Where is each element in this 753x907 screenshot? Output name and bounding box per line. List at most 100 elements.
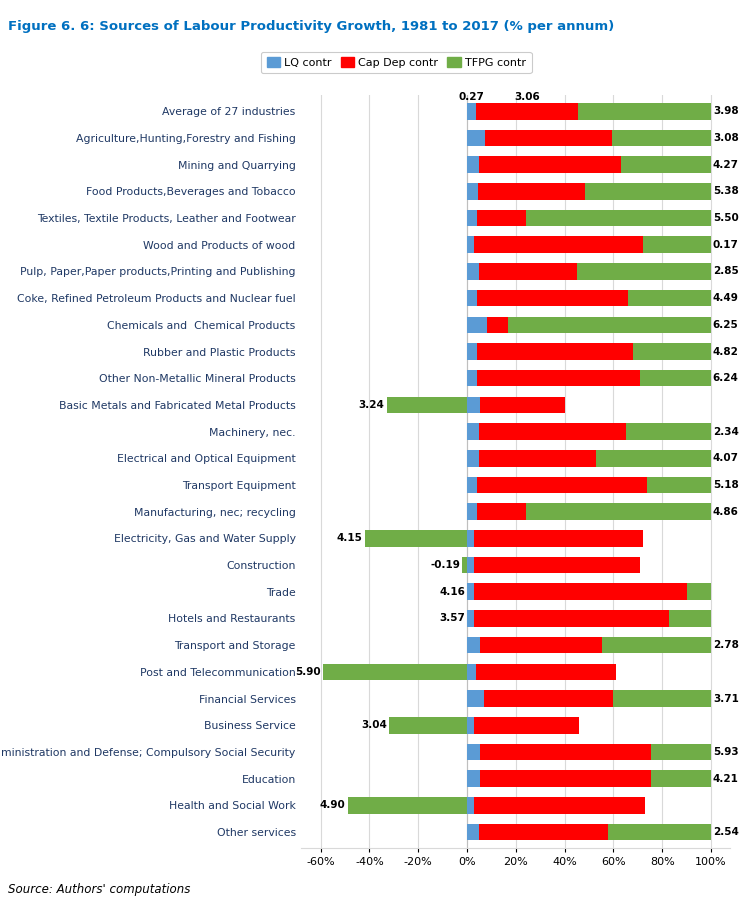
Text: 0.17: 0.17 (713, 239, 739, 249)
Text: 3.06: 3.06 (514, 93, 540, 102)
Bar (467, 477, 477, 493)
Bar (577, 263, 711, 279)
Bar (479, 263, 577, 279)
Bar (480, 770, 651, 787)
Bar (640, 370, 711, 386)
Bar (651, 744, 711, 760)
Bar (479, 450, 596, 466)
Text: 4.15: 4.15 (337, 533, 363, 543)
Text: 4.86: 4.86 (713, 507, 739, 517)
Text: 3.08: 3.08 (713, 133, 739, 143)
Text: 2.54: 2.54 (713, 827, 739, 837)
Bar (614, 690, 711, 707)
Bar (479, 424, 626, 440)
Bar (651, 770, 711, 787)
Bar (474, 797, 645, 814)
Bar (602, 637, 711, 653)
Bar (526, 503, 711, 520)
Bar (467, 424, 479, 440)
Text: 6.25: 6.25 (713, 320, 739, 330)
Text: 3.71: 3.71 (713, 694, 739, 704)
Bar (467, 503, 477, 520)
Text: 3.98: 3.98 (713, 106, 739, 116)
Bar (477, 290, 628, 307)
Text: 2.78: 2.78 (713, 640, 739, 650)
Bar (633, 343, 711, 360)
Bar (596, 450, 711, 466)
Text: 3.04: 3.04 (361, 720, 387, 730)
Bar (480, 744, 651, 760)
Bar (477, 477, 648, 493)
Text: 5.90: 5.90 (296, 667, 322, 677)
Bar (474, 717, 579, 734)
Bar (480, 637, 602, 653)
Bar (467, 156, 479, 173)
Bar (467, 664, 476, 680)
Bar (474, 557, 640, 573)
Bar (474, 530, 642, 547)
Bar (467, 744, 480, 760)
Bar (620, 156, 711, 173)
Text: -0.19: -0.19 (430, 561, 460, 571)
Bar (626, 424, 711, 440)
Bar (628, 290, 711, 307)
Text: 6.24: 6.24 (713, 373, 739, 383)
Bar (474, 583, 687, 600)
Bar (478, 183, 585, 200)
Bar (467, 690, 484, 707)
Bar (467, 290, 477, 307)
Bar (585, 183, 711, 200)
Text: 5.93: 5.93 (713, 747, 739, 757)
Text: 5.50: 5.50 (713, 213, 739, 223)
Bar (608, 824, 711, 840)
Bar (467, 557, 474, 573)
Legend: LQ contr, Cap Dep contr, TFPG contr: LQ contr, Cap Dep contr, TFPG contr (261, 52, 532, 73)
Bar (474, 237, 642, 253)
Bar (389, 717, 467, 734)
Bar (508, 317, 711, 333)
Text: 4.16: 4.16 (439, 587, 465, 597)
Bar (484, 690, 614, 707)
Bar (526, 210, 711, 227)
Bar (467, 130, 486, 146)
Bar (476, 664, 616, 680)
Bar (467, 824, 479, 840)
Text: Source: Authors' computations: Source: Authors' computations (8, 883, 190, 896)
Bar (467, 637, 480, 653)
Bar (467, 370, 477, 386)
Text: 0.27: 0.27 (459, 93, 484, 102)
Bar (462, 557, 467, 573)
Bar (467, 530, 474, 547)
Text: Figure 6. 6: Sources of Labour Productivity Growth, 1981 to 2017 (% per annum): Figure 6. 6: Sources of Labour Productiv… (8, 20, 614, 33)
Text: 4.27: 4.27 (713, 160, 739, 170)
Bar (467, 343, 477, 360)
Bar (486, 130, 612, 146)
Bar (467, 396, 480, 414)
Bar (480, 396, 565, 414)
Bar (364, 530, 467, 547)
Bar (474, 610, 669, 627)
Bar (642, 237, 711, 253)
Text: 5.38: 5.38 (713, 186, 739, 196)
Text: 3.24: 3.24 (358, 400, 385, 410)
Bar (467, 450, 479, 466)
Bar (467, 183, 478, 200)
Bar (467, 317, 486, 333)
Bar (467, 610, 474, 627)
Bar (386, 396, 467, 414)
Text: 3.57: 3.57 (439, 613, 465, 623)
Bar (467, 797, 474, 814)
Bar (467, 210, 477, 227)
Bar (477, 370, 640, 386)
Bar (467, 237, 474, 253)
Bar (477, 343, 633, 360)
Text: 2.34: 2.34 (713, 426, 739, 436)
Bar (467, 583, 474, 600)
Bar (467, 717, 474, 734)
Bar (467, 263, 479, 279)
Bar (477, 210, 526, 227)
Text: 2.85: 2.85 (713, 267, 739, 277)
Bar (479, 156, 620, 173)
Bar (323, 664, 467, 680)
Bar (669, 610, 711, 627)
